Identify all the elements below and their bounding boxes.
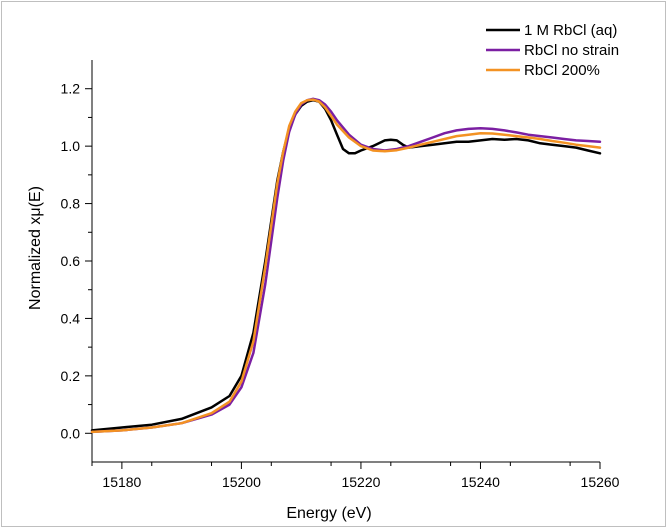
y-tick-label: 0.8 — [61, 196, 81, 212]
series-line-3 — [90, 98, 602, 434]
legend-label: RbCl 200% — [524, 62, 600, 79]
plot-area: 15180 15200 15220 15240 15260 0.0 0.2 0.4 0.6 0.8… — [61, 60, 620, 490]
x-tick-label: 15200 — [222, 474, 261, 490]
y-axis-title: Normalized xμ(E) — [27, 186, 44, 310]
x-axis-title: Energy (eV) — [286, 505, 371, 522]
legend: 1 M RbCl (aq) RbCl no strain RbCl 200% — [486, 22, 619, 79]
y-tick-label: 1.2 — [61, 81, 81, 97]
y-tick-label: 0.2 — [61, 368, 81, 384]
legend-label: 1 M RbCl (aq) — [524, 22, 617, 39]
y-tick-label: 0.6 — [61, 253, 81, 269]
x-tick-label: 15240 — [461, 474, 500, 490]
y-tick-label: 1.0 — [61, 138, 81, 154]
y-tick-label: 0.0 — [61, 425, 81, 441]
series-line-2 — [90, 97, 602, 434]
x-tick-label: 15260 — [581, 474, 620, 490]
x-tick-label: 15180 — [102, 474, 141, 490]
y-tick-label: 0.4 — [61, 310, 81, 326]
x-tick-label: 15220 — [341, 474, 380, 490]
legend-label: RbCl no strain — [524, 42, 619, 59]
